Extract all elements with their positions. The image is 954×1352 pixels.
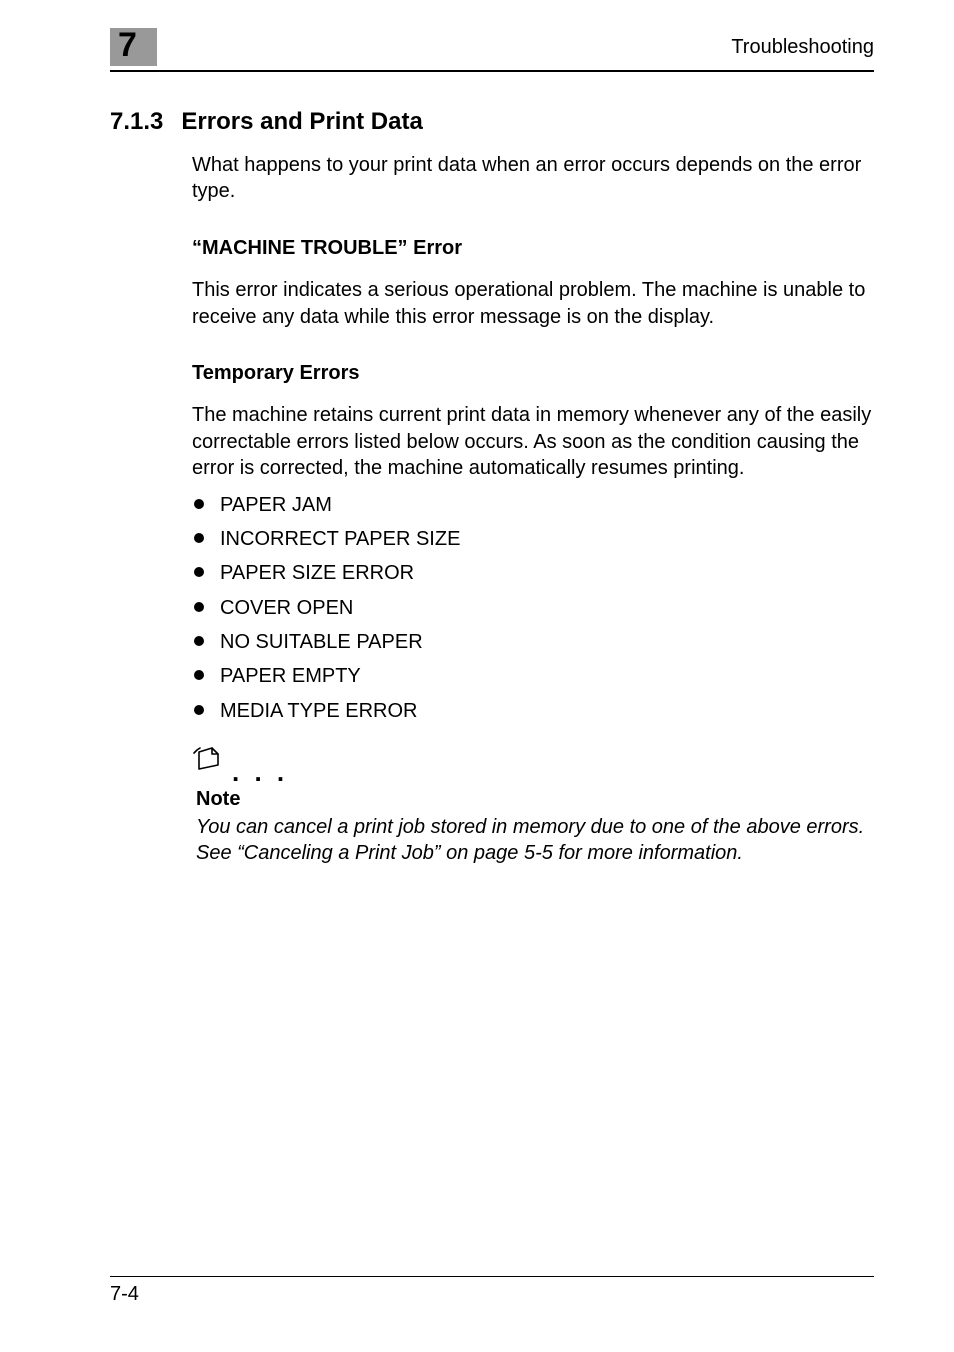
chapter-number-box: 7 (110, 28, 157, 66)
note-icon-row: . . . (192, 742, 874, 783)
error-list: PAPER JAM INCORRECT PAPER SIZE PAPER SIZ… (192, 492, 874, 725)
body-block: What happens to your print data when an … (192, 152, 874, 867)
section-number: 7.1.3 (110, 108, 163, 136)
list-item: MEDIA TYPE ERROR (192, 698, 874, 724)
note-label: Note (196, 786, 874, 812)
temporary-errors-text: The machine retains current print data i… (192, 402, 874, 481)
list-item: COVER OPEN (192, 595, 874, 621)
section-title: Errors and Print Data (181, 108, 422, 136)
list-item-label: MEDIA TYPE ERROR (220, 700, 417, 722)
machine-trouble-text: This error indicates a serious operation… (192, 277, 874, 330)
note-ellipsis: . . . (232, 767, 288, 783)
note-text: You can cancel a print job stored in mem… (196, 814, 874, 867)
section-intro: What happens to your print data when an … (192, 152, 874, 205)
note-block: . . . Note You can cancel a print job st… (192, 742, 874, 867)
list-item-label: PAPER SIZE ERROR (220, 562, 414, 584)
page-number: 7-4 (110, 1283, 139, 1305)
list-item-label: PAPER JAM (220, 494, 332, 516)
section-heading-row: 7.1.3 Errors and Print Data (110, 108, 874, 136)
list-item-label: INCORRECT PAPER SIZE (220, 528, 460, 550)
list-item: PAPER EMPTY (192, 663, 874, 689)
list-item-label: PAPER EMPTY (220, 665, 361, 687)
page-header: 7 Troubleshooting (110, 28, 874, 72)
list-item-label: NO SUITABLE PAPER (220, 631, 423, 653)
list-item: NO SUITABLE PAPER (192, 629, 874, 655)
page-footer: 7-4 (110, 1276, 874, 1306)
subheading-temporary-errors: Temporary Errors (192, 360, 874, 386)
note-icon (192, 742, 226, 783)
list-item: INCORRECT PAPER SIZE (192, 526, 874, 552)
list-item-label: COVER OPEN (220, 597, 353, 619)
list-item: PAPER JAM (192, 492, 874, 518)
list-item: PAPER SIZE ERROR (192, 560, 874, 586)
header-title: Troubleshooting (731, 28, 874, 59)
subheading-machine-trouble: “MACHINE TROUBLE” Error (192, 235, 874, 261)
chapter-number: 7 (118, 26, 137, 64)
page: 7 Troubleshooting 7.1.3 Errors and Print… (0, 0, 954, 1352)
